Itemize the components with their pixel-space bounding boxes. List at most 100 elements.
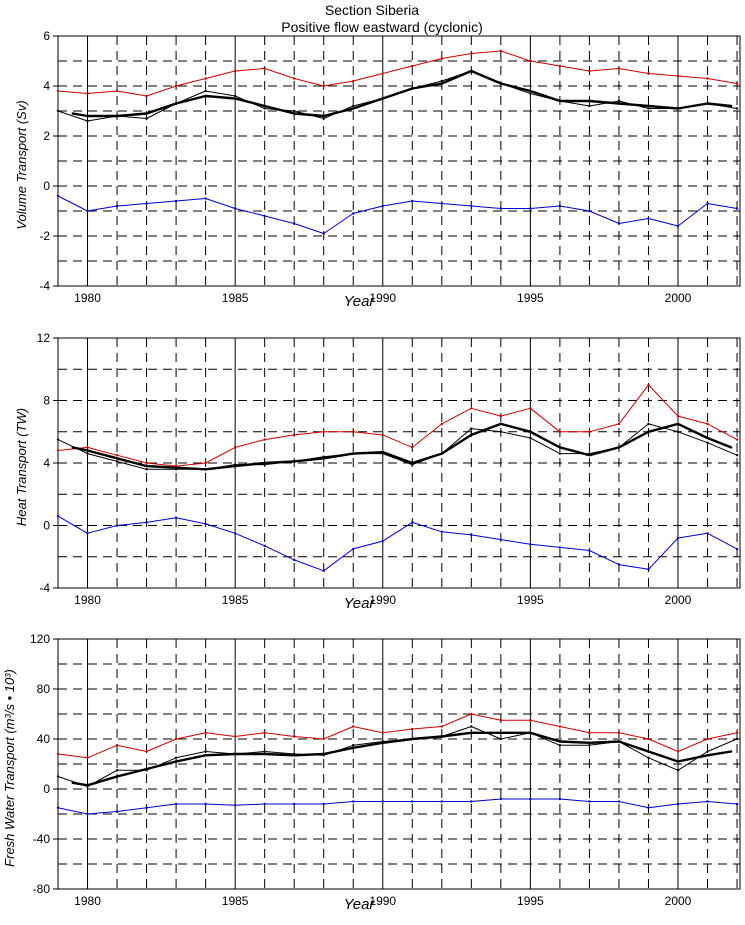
x-tick-label: 1995 (517, 894, 544, 908)
data-point-negative (440, 530, 444, 533)
data-point-smoothed (145, 767, 148, 771)
data-point-net (86, 452, 89, 455)
data-point-negative (233, 804, 237, 807)
data-point-negative (529, 543, 532, 546)
data-point-smoothed (470, 731, 473, 734)
y-tick-label: 12 (37, 331, 51, 345)
data-point-smoothed (676, 422, 680, 426)
data-point-positive (204, 77, 207, 80)
series-line-negative (57, 798, 738, 815)
y-tick-label: 40 (37, 732, 51, 746)
data-point-smoothed (322, 114, 325, 118)
panel-3: -80 -40 0 40 80 120 1980 1985 1990 1995 2000 Year Fr… (2, 632, 741, 913)
series-line-net (57, 423, 738, 470)
data-point-smoothed (86, 449, 89, 452)
data-point-negative (499, 538, 503, 541)
data-point-negative (381, 800, 384, 803)
data-point-positive (735, 438, 739, 441)
data-point-net (588, 104, 591, 108)
data-point-positive (529, 407, 532, 410)
data-point-smoothed (499, 82, 503, 85)
data-point-smoothed (647, 104, 650, 108)
data-point-net (647, 756, 650, 759)
data-point-negative (145, 202, 148, 205)
data-point-net (735, 107, 739, 110)
data-point-negative (470, 800, 473, 803)
data-point-smoothed (706, 754, 709, 757)
data-point-smoothed (647, 750, 650, 753)
x-tick-label: 1980 (74, 291, 101, 305)
y-tick-label: -2 (39, 229, 50, 243)
data-point-positive (174, 737, 178, 741)
data-point-negative (145, 806, 148, 809)
data-point-positive (470, 407, 473, 410)
x-axis-label: Year (344, 896, 376, 913)
data-point-smoothed (352, 107, 355, 110)
data-point-smoothed (71, 781, 74, 784)
series-net (56, 725, 739, 788)
data-point-smoothed (233, 752, 237, 756)
data-point-smoothed (381, 97, 384, 100)
data-point-negative (411, 800, 414, 803)
data-point-positive (352, 79, 355, 83)
data-point-smoothed (440, 82, 444, 85)
x-tick-label: 2000 (665, 291, 692, 305)
x-tick-label: 1995 (517, 593, 544, 607)
data-point-positive (292, 735, 296, 738)
data-point-negative (352, 212, 355, 215)
x-tick-label: 1985 (222, 894, 249, 908)
data-point-negative (440, 800, 444, 803)
data-point-smoothed (204, 94, 207, 98)
data-point-positive (145, 750, 148, 753)
data-point-smoothed (529, 430, 532, 433)
data-point-positive (529, 59, 532, 63)
y-tick-label: -80 (33, 882, 51, 896)
data-point-positive (204, 731, 207, 734)
data-point-negative (440, 202, 444, 205)
data-point-smoothed (204, 468, 207, 471)
data-point-smoothed (729, 750, 733, 753)
data-point-negative (174, 516, 178, 519)
data-point-negative (263, 544, 266, 548)
y-tick-label: -40 (33, 832, 51, 846)
data-point-net (735, 737, 739, 741)
data-point-net (322, 117, 325, 120)
data-point-positive (647, 737, 650, 741)
data-point-smoothed (617, 740, 621, 743)
data-point-negative (204, 197, 207, 200)
data-point-positive (411, 64, 414, 68)
data-point-net (115, 460, 119, 463)
data-point-positive (588, 430, 591, 433)
y-tick-label: 4 (43, 456, 50, 470)
data-point-positive (292, 433, 296, 437)
series-net (56, 69, 739, 123)
data-point-negative (676, 802, 680, 806)
data-point-positive (322, 84, 325, 88)
data-point-negative (676, 536, 680, 540)
data-point-positive (706, 422, 709, 426)
data-point-negative (558, 797, 562, 801)
data-point-net (233, 94, 237, 98)
data-point-negative (411, 521, 414, 524)
data-point-negative (263, 802, 266, 806)
data-point-smoothed (729, 104, 733, 108)
x-axis-label: Year (344, 293, 376, 310)
data-point-smoothed (263, 752, 266, 756)
data-point-smoothed (71, 112, 74, 115)
series-line-positive (57, 384, 738, 467)
series-line-negative (57, 195, 738, 234)
series-smoothed (71, 731, 733, 787)
data-point-smoothed (381, 741, 384, 744)
data-point-smoothed (411, 461, 414, 465)
data-point-negative (529, 797, 532, 801)
data-point-positive (145, 94, 148, 98)
data-point-positive (322, 430, 325, 433)
data-point-negative (263, 214, 266, 218)
data-point-positive (440, 725, 444, 728)
panel-2: -4 0 4 8 12 1980 1985 1990 1995 2000 Year Heat Tran… (14, 331, 741, 612)
data-point-negative (558, 204, 562, 208)
series-line-net (57, 726, 738, 787)
data-point-net (499, 430, 503, 433)
data-point-smoothed (470, 433, 473, 437)
